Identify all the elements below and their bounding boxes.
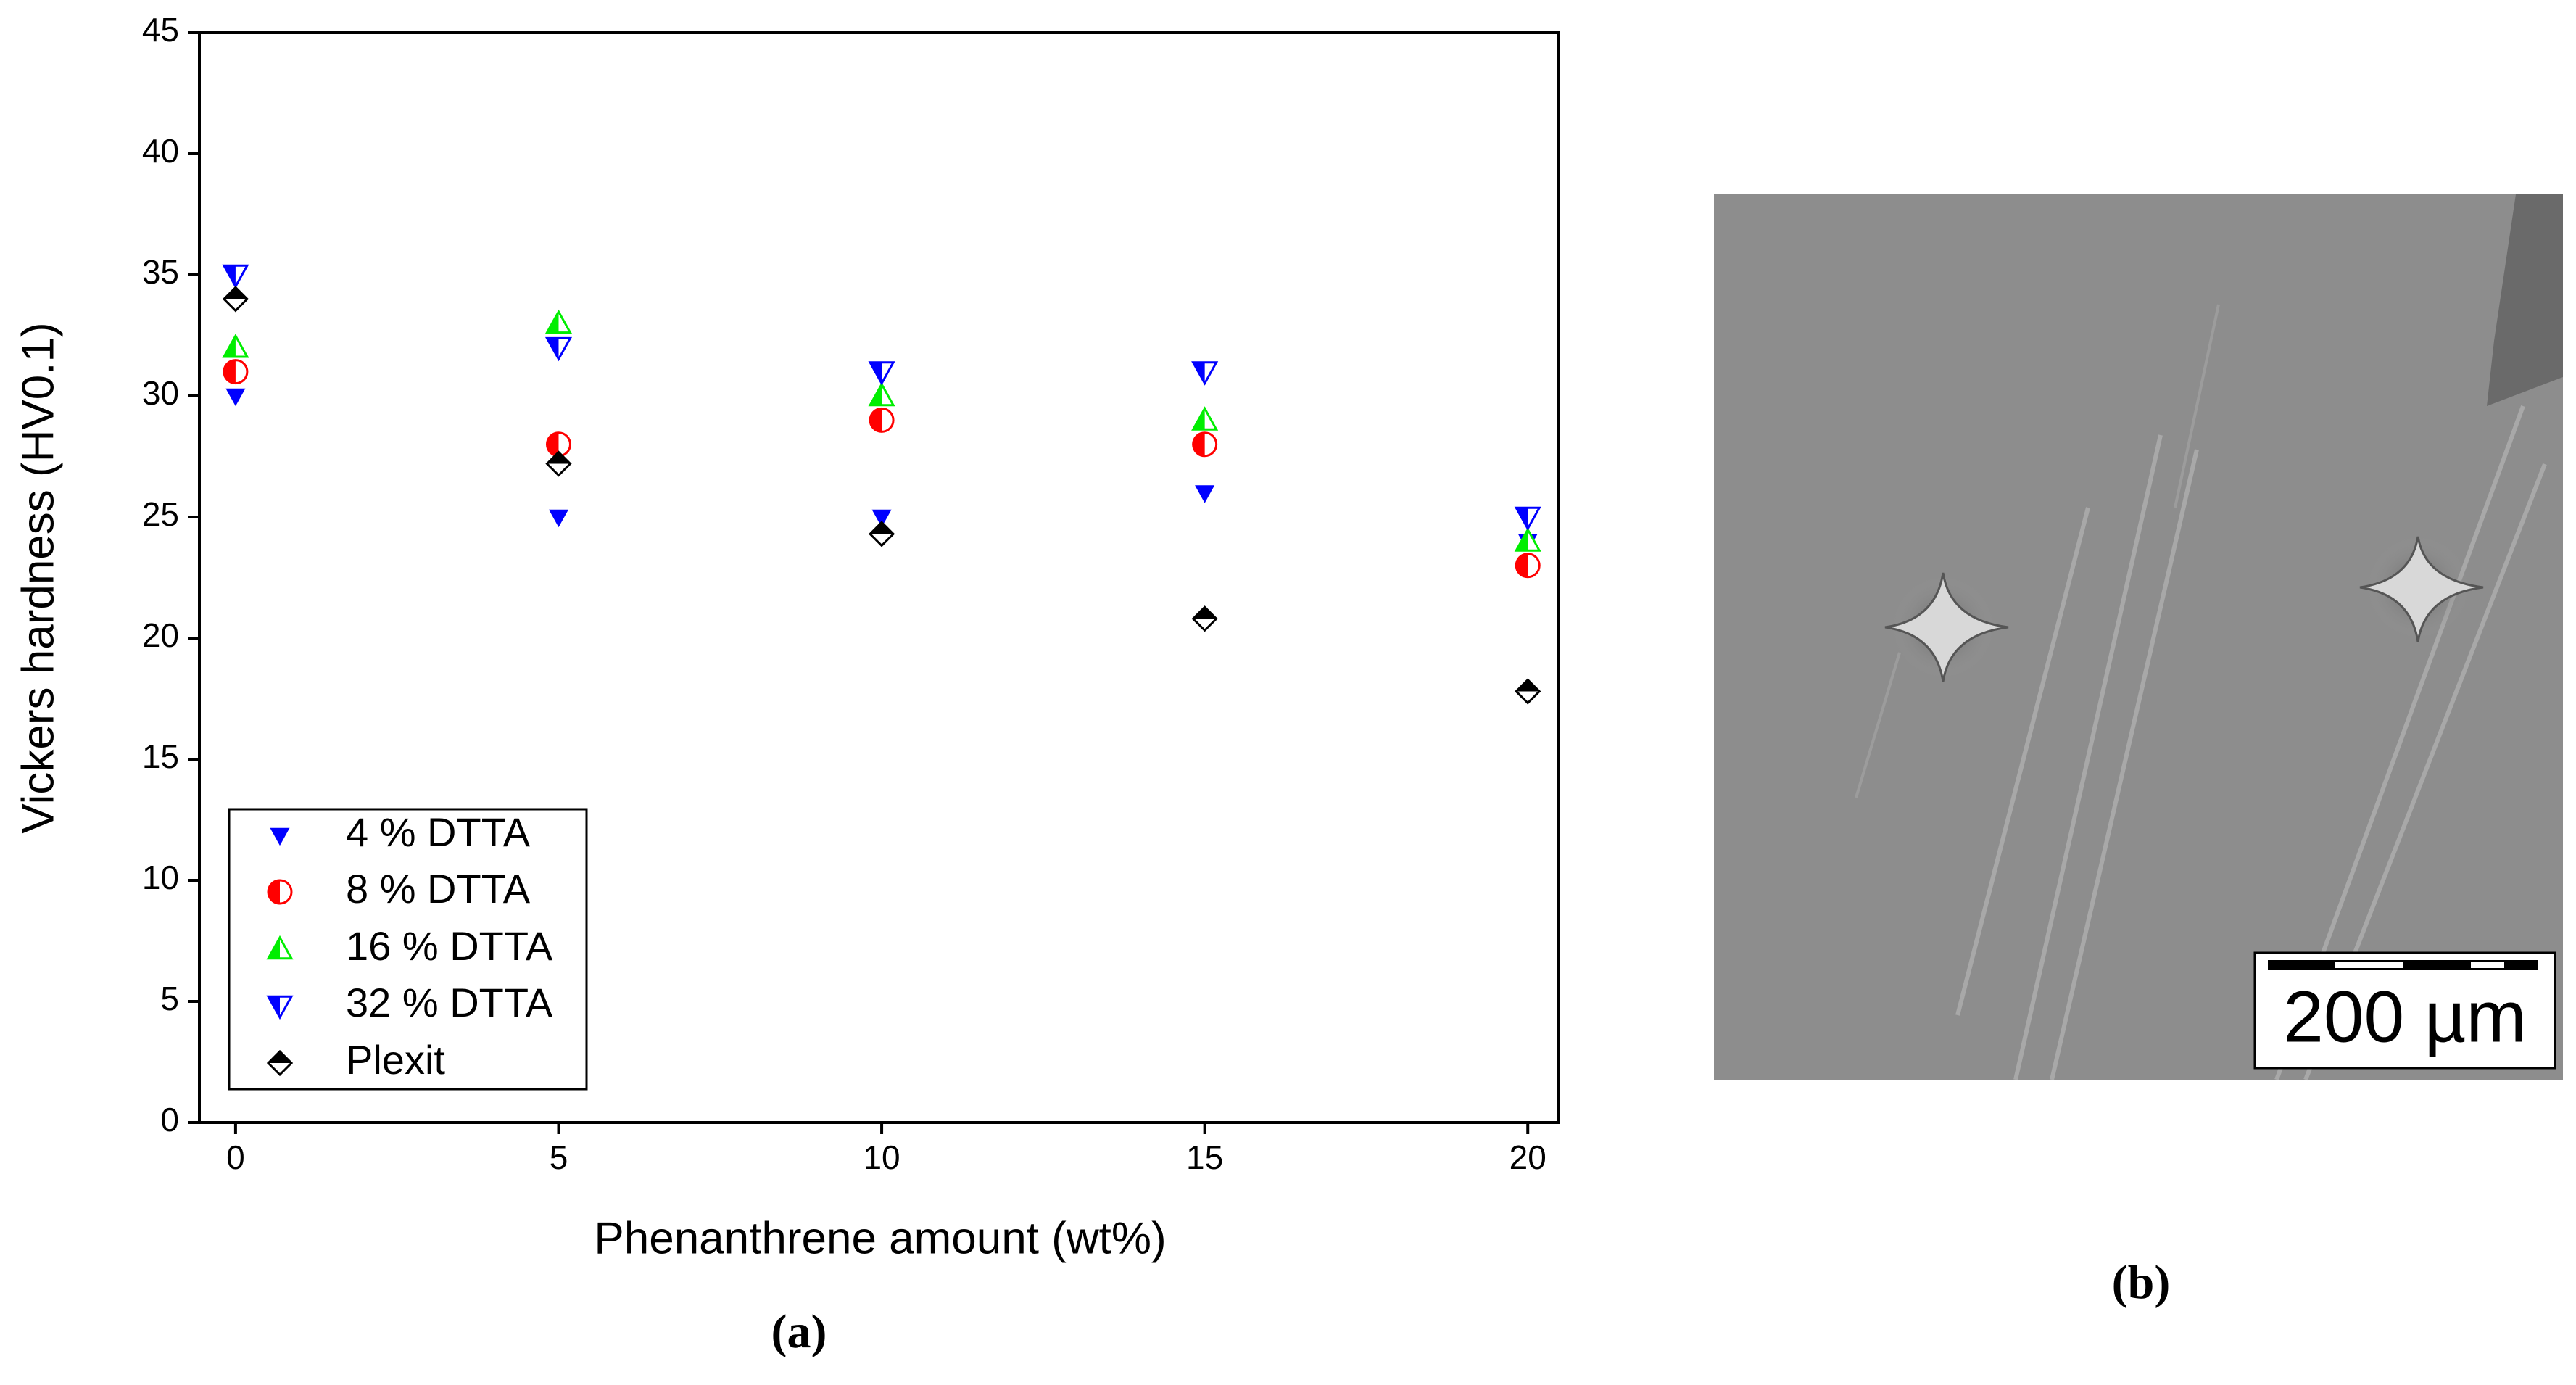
point: [1514, 527, 1541, 552]
marker-fill: [223, 265, 236, 286]
scratches: [1855, 304, 2220, 798]
marker-fill: [547, 311, 559, 333]
marker-fill: [1516, 529, 1528, 551]
y-axis-title: Vickers hardness (HV0.1): [13, 322, 63, 833]
point: [1515, 553, 1541, 579]
legend-label: 16 % DTTA: [346, 923, 553, 969]
x-tick-label: 5: [550, 1138, 568, 1176]
marker-outline: [548, 509, 569, 528]
point: [1191, 361, 1219, 386]
y-tick-label: 30: [142, 374, 179, 412]
point: [544, 336, 573, 362]
x-tick-label: 20: [1509, 1138, 1546, 1176]
point: [868, 381, 895, 407]
marker-fill: [268, 880, 280, 904]
y-tick-label: 15: [142, 737, 179, 775]
marker-fill: [870, 522, 894, 534]
micrograph-background: [1714, 194, 2563, 1080]
y-tick-label: 40: [142, 132, 179, 170]
point: [270, 827, 290, 846]
x-tick-label: 10: [863, 1138, 900, 1176]
legend-label: 4 % DTTA: [346, 809, 531, 855]
scratches: [1955, 405, 2547, 1081]
legend-label: 32 % DTTA: [346, 980, 553, 1025]
point: [266, 1049, 294, 1077]
x-axis-title: Phenanthrene amount (wt%): [594, 1213, 1166, 1263]
point: [548, 509, 569, 528]
marker-fill: [223, 287, 247, 299]
marker-fill: [547, 338, 559, 360]
point: [266, 935, 294, 960]
panel-label-b: (b): [2112, 1256, 2171, 1309]
point: [1191, 605, 1218, 632]
marker-fill: [268, 996, 280, 1017]
scale-bar-label: 200 µm: [2283, 976, 2527, 1057]
point: [869, 407, 895, 433]
indent-mark: [1884, 572, 2009, 682]
legend-label: Plexit: [346, 1037, 445, 1083]
marker-fill: [547, 432, 559, 456]
plot-frame: [198, 31, 1560, 1124]
marker-fill: [223, 360, 236, 384]
marker-outline: [225, 388, 246, 407]
y-tick-label: 10: [142, 859, 179, 896]
point: [545, 450, 572, 477]
indent: [2359, 536, 2484, 642]
point: [544, 309, 573, 334]
y-tick-label: 5: [160, 980, 179, 1017]
marker-fill: [1193, 362, 1205, 384]
point: [222, 286, 249, 313]
point: [222, 334, 249, 358]
point: [871, 509, 892, 528]
legend-label: 8 % DTTA: [346, 866, 531, 911]
y-tick-label: 25: [142, 495, 179, 533]
x-tick-label: 0: [226, 1138, 245, 1176]
legend-box: [228, 808, 588, 1091]
point: [1192, 431, 1218, 458]
point: [1195, 485, 1215, 503]
y-tick-label: 20: [142, 616, 179, 654]
marker-outline: [1195, 485, 1215, 503]
panel-label-a: (a): [771, 1305, 827, 1358]
point: [267, 879, 293, 905]
y-tick-label: 0: [160, 1101, 179, 1138]
marker-fill: [1193, 432, 1205, 456]
marker-fill: [1516, 508, 1528, 529]
marker-fill: [223, 336, 236, 357]
marker-outline: [270, 827, 290, 846]
micrograph: 200 µm: [1714, 194, 2563, 1081]
y-tick-label: 35: [142, 253, 179, 291]
marker-fill: [1516, 553, 1528, 577]
point: [225, 388, 246, 407]
marker-fill: [1193, 607, 1217, 619]
point: [266, 995, 294, 1020]
marker-fill: [547, 452, 571, 464]
indent-mark: [2359, 536, 2484, 642]
point: [223, 359, 249, 385]
marker-fill: [870, 384, 882, 405]
scale-bar-segment: [2471, 962, 2504, 968]
point: [868, 361, 895, 386]
marker-fill: [1516, 679, 1540, 692]
scale-bar-segment: [2335, 962, 2403, 968]
marker-fill: [870, 362, 882, 384]
marker-fill: [268, 1051, 291, 1063]
indent: [1884, 572, 2009, 682]
scale-bar-box: [2253, 951, 2556, 1070]
point: [1191, 406, 1219, 431]
marker-fill: [1193, 408, 1205, 430]
x-tick-label: 15: [1186, 1138, 1223, 1176]
marker-outline: [871, 509, 892, 528]
y-tick-label: 45: [142, 11, 179, 49]
dark-region: [2487, 194, 2563, 406]
marker-fill: [268, 938, 280, 959]
point: [1514, 506, 1541, 532]
marker-fill: [870, 408, 882, 432]
point: [1515, 678, 1541, 705]
point: [868, 521, 895, 547]
point: [222, 264, 249, 289]
